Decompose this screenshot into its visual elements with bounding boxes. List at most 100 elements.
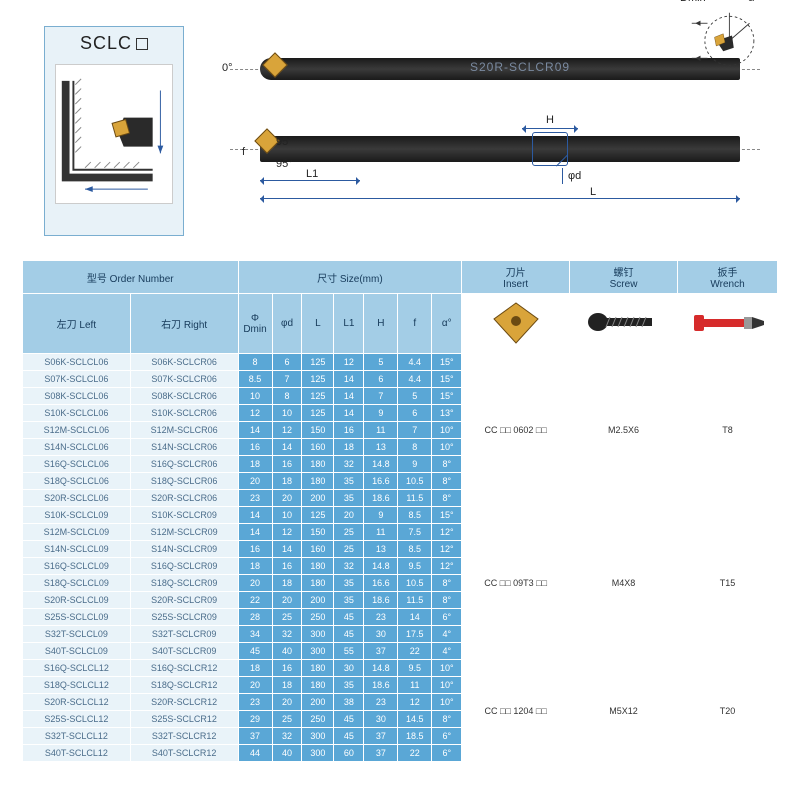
dim-cell: 45 [238, 643, 272, 660]
dim-cell: 8.5 [398, 507, 432, 524]
dim-cell: 9 [364, 405, 398, 422]
dim-cell: 6 [272, 354, 302, 371]
dim-cell: 18 [238, 456, 272, 473]
dim-cell: 6° [432, 728, 462, 745]
dim-cell: 10 [272, 507, 302, 524]
insert-cell: CC □□ 09T3 □□ [462, 507, 570, 660]
dim-cell: 35 [334, 592, 364, 609]
insert-cell: CC □□ 0602 □□ [462, 354, 570, 507]
hdr-f: f [398, 294, 432, 354]
dim-cell: 5 [398, 388, 432, 405]
dim-cell: 160 [302, 439, 334, 456]
dim-cell: 40 [272, 745, 302, 762]
dim-cell: 12 [238, 405, 272, 422]
model-right: S40T-SCLCR12 [130, 745, 238, 762]
dim-cell: 20 [272, 694, 302, 711]
square-icon [136, 38, 148, 50]
model-right: S18Q-SCLCR12 [130, 677, 238, 694]
dim-cell: 32 [272, 728, 302, 745]
model-right: S20R-SCLCR06 [130, 490, 238, 507]
dim-cell: 11 [398, 677, 432, 694]
hdr-right: 右刀 Right [130, 294, 238, 354]
dim-cell: 18 [334, 439, 364, 456]
sclc-title: SCLC [45, 27, 183, 58]
model-left: S10K-SCLCL09 [23, 507, 131, 524]
dim-cell: 4° [432, 626, 462, 643]
hdr-l1: L1 [334, 294, 364, 354]
insert-cell: CC □□ 1204 □□ [462, 660, 570, 762]
dim-cell: 23 [364, 694, 398, 711]
profile-icon [55, 64, 173, 204]
screw-cell: M2.5X6 [570, 354, 678, 507]
dim-cell: 14.5 [398, 711, 432, 728]
spec-table: 型号 Order Number 尺寸 Size(mm) 刀片 Insert 螺钉… [22, 260, 778, 762]
dim-cell: 7 [398, 422, 432, 439]
dim-cell: 12 [272, 422, 302, 439]
model-right: S40T-SCLCR09 [130, 643, 238, 660]
model-right: S32T-SCLCR09 [130, 626, 238, 643]
dim-cell: 60 [334, 745, 364, 762]
dim-cell: 14 [238, 507, 272, 524]
angle-95a: 95° [276, 136, 293, 148]
dim-cell: 5 [364, 354, 398, 371]
dim-cell: 12° [432, 541, 462, 558]
dim-cell: 10 [238, 388, 272, 405]
h-flat [532, 132, 568, 166]
dim-cell: 37 [238, 728, 272, 745]
dim-cell: 180 [302, 473, 334, 490]
hdr-size: 尺寸 Size(mm) [238, 261, 462, 294]
dim-cell: 18.6 [364, 592, 398, 609]
dim-cell: 30 [334, 660, 364, 677]
model-right: S07K-SCLCR06 [130, 371, 238, 388]
model-right: S16Q-SCLCR09 [130, 558, 238, 575]
screw-cell: M4X8 [570, 507, 678, 660]
label-dmin: Dmin [680, 0, 706, 4]
dim-cell: 250 [302, 711, 334, 728]
model-right: S18Q-SCLCR09 [130, 575, 238, 592]
dim-cell: 10° [432, 677, 462, 694]
model-right: S12M-SCLCR06 [130, 422, 238, 439]
model-left: S40T-SCLCL12 [23, 745, 131, 762]
dim-cell: 8 [398, 439, 432, 456]
table-row: S06K-SCLCL06S06K-SCLCR06861251254.415°CC… [23, 354, 778, 371]
page: SCLC [0, 0, 800, 762]
screw-image [570, 294, 678, 354]
model-right: S06K-SCLCR06 [130, 354, 238, 371]
dim-cell: 37 [364, 745, 398, 762]
model-left: S25S-SCLCL09 [23, 609, 131, 626]
dim-cell: 35 [334, 490, 364, 507]
dmin-diagram: Dmin α [690, 4, 760, 74]
dim-cell: 6° [432, 745, 462, 762]
model-left: S40T-SCLCL09 [23, 643, 131, 660]
model-right: S14N-SCLCR09 [130, 541, 238, 558]
dim-cell: 8° [432, 473, 462, 490]
model-right: S16Q-SCLCR06 [130, 456, 238, 473]
dim-cell: 125 [302, 405, 334, 422]
dim-cell: 55 [334, 643, 364, 660]
model-left: S18Q-SCLCL12 [23, 677, 131, 694]
table-row: S10K-SCLCL09S10K-SCLCR0914101252098.515°… [23, 507, 778, 524]
model-left: S20R-SCLCL12 [23, 694, 131, 711]
dim-cell: 8 [238, 354, 272, 371]
dim-cell: 20 [238, 575, 272, 592]
dim-cell: 180 [302, 575, 334, 592]
dim-cell: 16 [272, 456, 302, 473]
dim-cell: 35 [334, 575, 364, 592]
dim-cell: 23 [238, 694, 272, 711]
model-right: S08K-SCLCR06 [130, 388, 238, 405]
dim-cell: 14 [272, 541, 302, 558]
dim-cell: 8° [432, 592, 462, 609]
tool-bar-bottom [260, 136, 740, 162]
dim-cell: 15° [432, 507, 462, 524]
label-l1: L1 [306, 168, 318, 180]
dim-cell: 22 [398, 745, 432, 762]
model-left: S14N-SCLCL09 [23, 541, 131, 558]
model-left: S20R-SCLCL09 [23, 592, 131, 609]
model-left: S12M-SCLCL09 [23, 524, 131, 541]
hdr-order: 型号 Order Number [23, 261, 239, 294]
model-left: S18Q-SCLCL09 [23, 575, 131, 592]
hdr-insert: 刀片 Insert [462, 261, 570, 294]
dim-cell: 6 [398, 405, 432, 422]
dim-cell: 18.6 [364, 677, 398, 694]
dim-cell: 16 [334, 422, 364, 439]
